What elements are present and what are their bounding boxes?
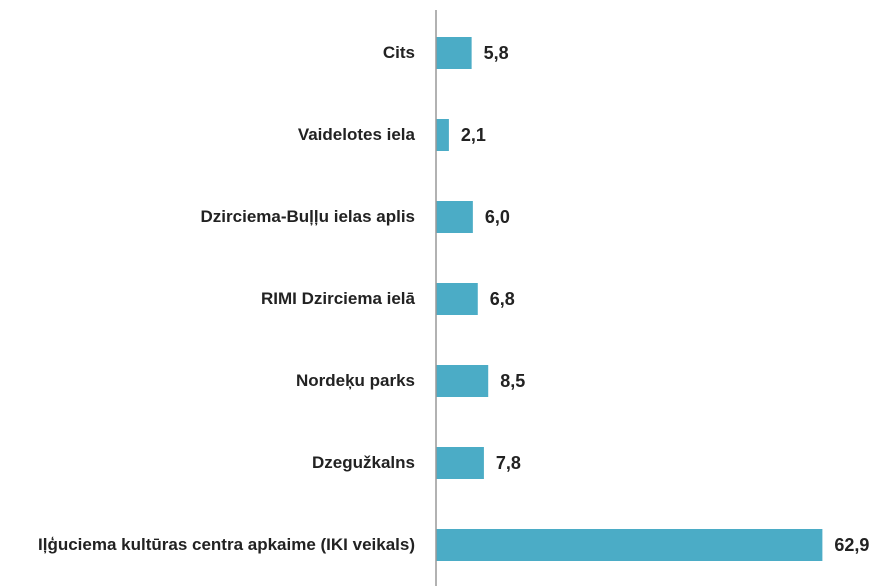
category-label: Nordeķu parks <box>295 371 415 390</box>
value-label: 5,8 <box>484 43 509 63</box>
value-label: 8,5 <box>500 371 525 391</box>
category-label-box: Iļģuciema kultūras centra apkaime (IKI v… <box>5 533 415 557</box>
value-label: 7,8 <box>496 453 521 473</box>
category-label-box: Dzegužkalns <box>5 451 415 475</box>
bar <box>436 37 472 69</box>
category-label-box: Vaidelotes iela <box>5 123 415 147</box>
category-label: Vaidelotes iela <box>297 125 415 144</box>
value-label: 62,9 <box>834 535 869 555</box>
category-label-box: Cits <box>5 41 415 65</box>
category-label: Dzegužkalns <box>312 453 415 472</box>
category-label-box: Nordeķu parks <box>5 369 415 393</box>
value-label: 6,0 <box>485 207 510 227</box>
bar <box>436 283 478 315</box>
category-label-box: Dzirciema-Buļļu ielas aplis <box>5 205 415 229</box>
bar <box>436 365 489 397</box>
category-label: Dzirciema-Buļļu ielas aplis <box>200 207 415 226</box>
bar <box>436 119 449 151</box>
bar <box>436 201 473 233</box>
category-label: Cits <box>382 43 415 62</box>
bar <box>436 529 823 561</box>
category-label: RIMI Dzirciema ielā <box>260 289 415 308</box>
value-label: 2,1 <box>461 125 486 145</box>
category-label: Iļģuciema kultūras centra apkaime (IKI v… <box>38 535 415 554</box>
bar <box>436 447 484 479</box>
value-label: 6,8 <box>490 289 515 309</box>
category-label-box: RIMI Dzirciema ielā <box>5 287 415 311</box>
